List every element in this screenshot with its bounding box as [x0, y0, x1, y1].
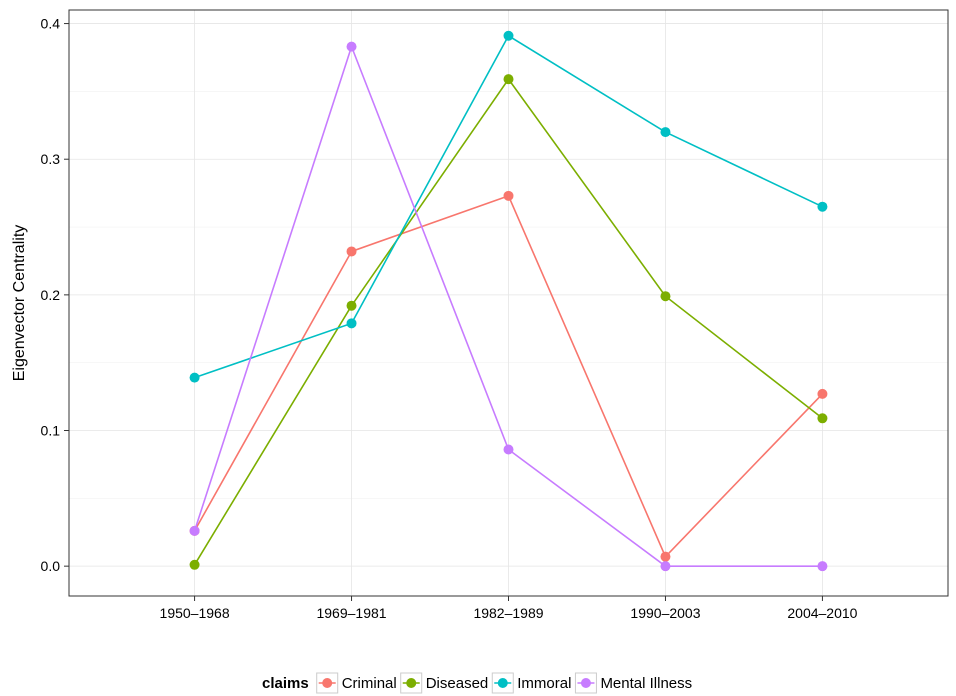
data-point-criminal — [503, 190, 514, 201]
axes: 0.0 0.1 0.2 0.3 0.4 1950–1968 1969–1981 1982–19… — [41, 16, 858, 621]
data-point-mental-illness — [503, 444, 514, 455]
data-point-diseased — [346, 300, 357, 311]
legend-label-criminal: Criminal — [342, 675, 397, 692]
data-point-immoral — [817, 201, 828, 212]
data-point-diseased — [503, 74, 514, 85]
series-diseased — [189, 74, 828, 570]
data-point-diseased — [660, 291, 671, 302]
legend-key-point — [406, 678, 417, 688]
y-tick-label: 0.2 — [41, 287, 61, 303]
legend-key-point — [580, 678, 591, 688]
x-tick-label: 1950–1968 — [160, 605, 230, 621]
y-tick-label: 0.3 — [41, 151, 61, 167]
y-tick-label: 0.1 — [41, 423, 61, 439]
grid — [69, 10, 948, 596]
legend: claims Criminal Diseased Immoral Mental Ill… — [262, 672, 692, 694]
series-mental-illness — [189, 41, 828, 572]
data-point-immoral — [503, 30, 514, 41]
y-tick-label: 0.0 — [41, 558, 61, 574]
x-tick-label: 1990–2003 — [630, 605, 700, 621]
legend-key-mental-illness — [574, 672, 597, 694]
data-point-immoral — [189, 372, 200, 383]
series-immoral — [189, 30, 828, 383]
legend-key-point — [322, 678, 333, 688]
y-tick-label: 0.4 — [41, 16, 61, 32]
legend-label-immoral: Immoral — [517, 675, 571, 692]
data-point-criminal — [660, 551, 671, 562]
data-point-mental-illness — [660, 561, 671, 572]
legend-key-point — [497, 678, 508, 688]
x-tick-label: 1969–1981 — [316, 605, 386, 621]
series-layer — [189, 30, 828, 572]
legend-key-diseased — [400, 672, 423, 694]
legend-label-diseased: Diseased — [426, 675, 489, 692]
legend-key-criminal — [316, 672, 339, 694]
data-point-criminal — [346, 246, 357, 257]
legend-title: claims — [262, 675, 309, 692]
data-point-diseased — [189, 559, 200, 570]
data-point-immoral — [660, 127, 671, 138]
x-tick-label: 1982–1989 — [473, 605, 543, 621]
y-axis-title: Eigenvector Centrality — [11, 225, 28, 382]
data-point-mental-illness — [189, 525, 200, 536]
legend-label-mental-illness: Mental Illness — [600, 675, 692, 692]
data-point-immoral — [346, 318, 357, 329]
data-point-criminal — [817, 388, 828, 399]
data-point-mental-illness — [346, 41, 357, 52]
legend-key-immoral — [491, 672, 514, 694]
data-point-diseased — [817, 413, 828, 424]
x-tick-label: 2004–2010 — [787, 605, 857, 621]
data-point-mental-illness — [817, 561, 828, 572]
